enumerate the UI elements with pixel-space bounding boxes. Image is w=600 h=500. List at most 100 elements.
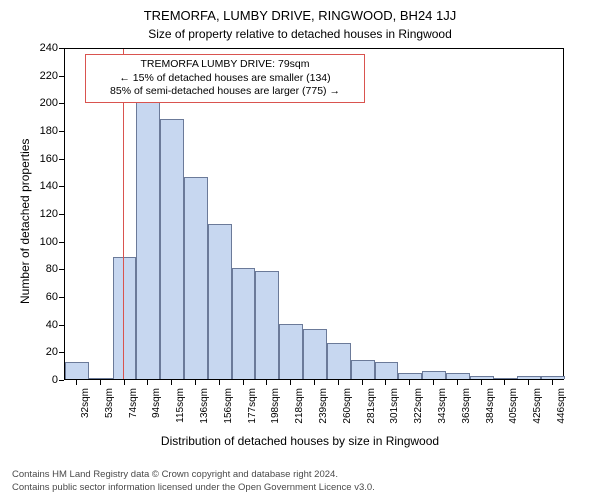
histogram-bar bbox=[422, 371, 446, 379]
x-tick-mark bbox=[552, 380, 553, 385]
x-tick-mark bbox=[314, 380, 315, 385]
footer-line: Contains public sector information licen… bbox=[12, 482, 588, 494]
y-axis-label: Number of detached properties bbox=[18, 139, 32, 304]
histogram-plot: TREMORFA LUMBY DRIVE: 79sqm← 15% of deta… bbox=[64, 48, 564, 380]
annotation-line: ← 15% of detached houses are smaller (13… bbox=[92, 72, 358, 86]
x-tick-label: 177sqm bbox=[247, 388, 258, 428]
histogram-bar bbox=[398, 373, 422, 379]
histogram-bar bbox=[184, 177, 208, 379]
page-title: TREMORFA, LUMBY DRIVE, RINGWOOD, BH24 1J… bbox=[0, 0, 600, 23]
page-subtitle: Size of property relative to detached ho… bbox=[0, 27, 600, 41]
x-tick-label: 74sqm bbox=[128, 388, 139, 428]
x-tick-label: 136sqm bbox=[199, 388, 210, 428]
annotation-box: TREMORFA LUMBY DRIVE: 79sqm← 15% of deta… bbox=[85, 54, 365, 103]
x-tick-mark bbox=[171, 380, 172, 385]
footer-line: Contains HM Land Registry data © Crown c… bbox=[12, 469, 588, 481]
x-tick-label: 446sqm bbox=[556, 388, 567, 428]
x-tick-label: 363sqm bbox=[461, 388, 472, 428]
x-tick-mark bbox=[457, 380, 458, 385]
y-tick-mark bbox=[59, 325, 64, 326]
y-tick-mark bbox=[59, 380, 64, 381]
x-tick-mark bbox=[362, 380, 363, 385]
histogram-bar bbox=[136, 72, 160, 379]
x-tick-mark bbox=[147, 380, 148, 385]
x-tick-label: 32sqm bbox=[80, 388, 91, 428]
histogram-bar bbox=[541, 376, 565, 379]
x-tick-mark bbox=[433, 380, 434, 385]
y-tick-label: 180 bbox=[32, 125, 58, 137]
y-tick-label: 100 bbox=[32, 236, 58, 248]
x-tick-mark bbox=[290, 380, 291, 385]
y-tick-label: 240 bbox=[32, 42, 58, 54]
histogram-bar bbox=[279, 324, 303, 379]
y-tick-label: 200 bbox=[32, 97, 58, 109]
y-tick-mark bbox=[59, 131, 64, 132]
histogram-bar bbox=[494, 378, 518, 379]
y-tick-mark bbox=[59, 103, 64, 104]
histogram-bar bbox=[65, 362, 89, 379]
x-tick-mark bbox=[219, 380, 220, 385]
y-tick-label: 80 bbox=[32, 263, 58, 275]
histogram-bar bbox=[327, 343, 351, 379]
y-tick-mark bbox=[59, 297, 64, 298]
x-tick-label: 239sqm bbox=[318, 388, 329, 428]
x-tick-label: 405sqm bbox=[508, 388, 519, 428]
y-tick-mark bbox=[59, 269, 64, 270]
y-tick-label: 40 bbox=[32, 319, 58, 331]
x-tick-label: 301sqm bbox=[389, 388, 400, 428]
x-tick-label: 156sqm bbox=[223, 388, 234, 428]
y-tick-mark bbox=[59, 186, 64, 187]
x-tick-mark bbox=[504, 380, 505, 385]
histogram-bar bbox=[89, 378, 113, 379]
x-tick-mark bbox=[338, 380, 339, 385]
y-tick-label: 20 bbox=[32, 346, 58, 358]
x-tick-mark bbox=[195, 380, 196, 385]
x-tick-label: 260sqm bbox=[342, 388, 353, 428]
x-tick-label: 384sqm bbox=[485, 388, 496, 428]
x-tick-label: 94sqm bbox=[151, 388, 162, 428]
y-tick-label: 60 bbox=[32, 291, 58, 303]
histogram-bar bbox=[113, 257, 137, 379]
x-tick-label: 53sqm bbox=[104, 388, 115, 428]
x-tick-label: 198sqm bbox=[270, 388, 281, 428]
annotation-line: 85% of semi-detached houses are larger (… bbox=[92, 85, 358, 99]
x-tick-mark bbox=[76, 380, 77, 385]
histogram-bar bbox=[446, 373, 470, 379]
y-tick-mark bbox=[59, 242, 64, 243]
histogram-bar bbox=[303, 329, 327, 379]
y-tick-mark bbox=[59, 214, 64, 215]
y-tick-mark bbox=[59, 159, 64, 160]
y-tick-mark bbox=[59, 48, 64, 49]
x-tick-mark bbox=[409, 380, 410, 385]
histogram-bar bbox=[232, 268, 256, 379]
x-tick-mark bbox=[385, 380, 386, 385]
x-tick-label: 218sqm bbox=[294, 388, 305, 428]
x-tick-mark bbox=[528, 380, 529, 385]
y-tick-label: 0 bbox=[32, 374, 58, 386]
x-tick-label: 343sqm bbox=[437, 388, 448, 428]
x-tick-label: 115sqm bbox=[175, 388, 186, 428]
y-tick-label: 220 bbox=[32, 70, 58, 82]
footer-attribution: Contains HM Land Registry data © Crown c… bbox=[12, 469, 588, 494]
y-tick-mark bbox=[59, 76, 64, 77]
x-tick-mark bbox=[481, 380, 482, 385]
histogram-bar bbox=[470, 376, 494, 379]
histogram-bar bbox=[517, 376, 541, 379]
y-tick-label: 160 bbox=[32, 153, 58, 165]
y-tick-label: 120 bbox=[32, 208, 58, 220]
x-tick-mark bbox=[266, 380, 267, 385]
x-tick-label: 281sqm bbox=[366, 388, 377, 428]
x-tick-mark bbox=[124, 380, 125, 385]
annotation-line: TREMORFA LUMBY DRIVE: 79sqm bbox=[92, 58, 358, 72]
y-tick-mark bbox=[59, 352, 64, 353]
histogram-bar bbox=[375, 362, 399, 379]
histogram-bar bbox=[351, 360, 375, 379]
x-tick-mark bbox=[100, 380, 101, 385]
x-axis-label: Distribution of detached houses by size … bbox=[0, 434, 600, 448]
x-tick-label: 322sqm bbox=[413, 388, 424, 428]
histogram-bar bbox=[208, 224, 232, 379]
x-tick-mark bbox=[243, 380, 244, 385]
histogram-bar bbox=[255, 271, 279, 379]
y-tick-label: 140 bbox=[32, 180, 58, 192]
histogram-bar bbox=[160, 119, 184, 379]
